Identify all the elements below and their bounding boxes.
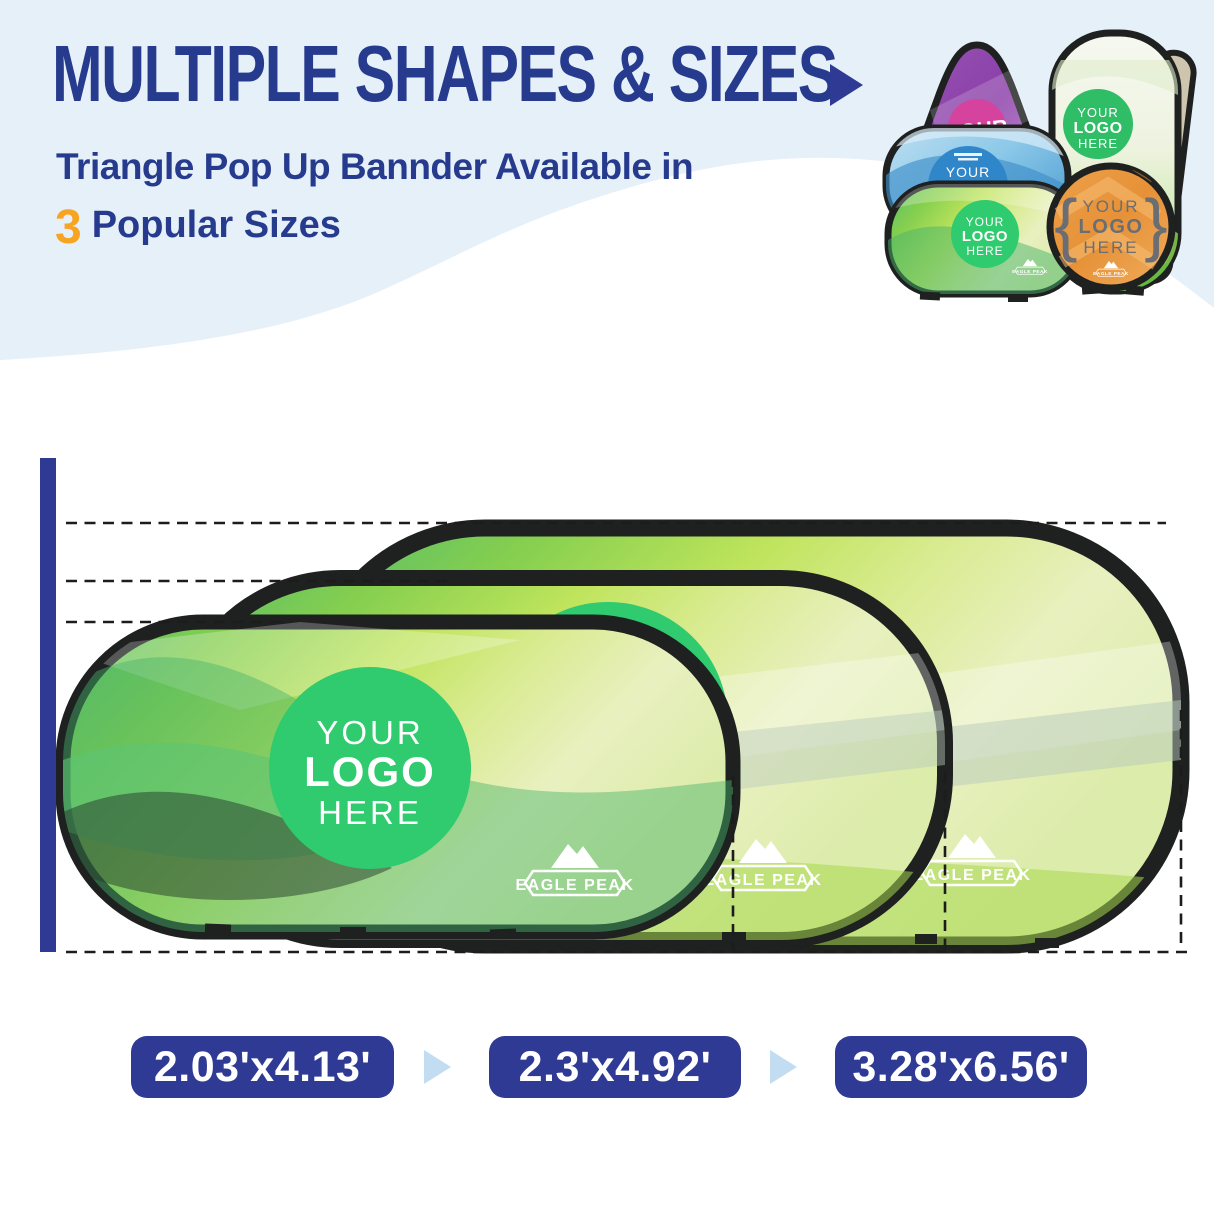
size-count: 3 xyxy=(55,201,82,254)
subtitle-line2: 3 Popular Sizes xyxy=(55,200,341,255)
product-collage: YOUR YOUR LOGO HERE xyxy=(882,29,1197,302)
blue-logo-line1: YOUR xyxy=(946,164,990,180)
header-arrow-icon xyxy=(830,64,863,106)
size-label-medium: 2.3'x4.92' xyxy=(489,1036,741,1098)
size-diagram: YOUR LOGO HERE xyxy=(55,519,1190,954)
green-small-line1: YOUR xyxy=(966,215,1005,229)
height-scale-bar xyxy=(40,458,56,952)
subtitle-line2-text: Popular Sizes xyxy=(91,204,341,246)
vertical-logo-circle xyxy=(1063,89,1133,159)
arrow-right-icon xyxy=(424,1050,451,1084)
arrow-right-icon xyxy=(770,1050,797,1084)
orange-brace-right: } xyxy=(1144,185,1167,263)
front-logo-line1: YOUR xyxy=(316,714,423,751)
green-small-line2: LOGO xyxy=(962,228,1008,245)
vertical-logo-line2: LOGO xyxy=(1073,120,1122,137)
background-wave xyxy=(0,0,1214,360)
vertical-logo-line1: YOUR xyxy=(1077,105,1119,120)
measurement-lines xyxy=(66,521,1190,954)
size-label-large: 3.28'x6.56' xyxy=(835,1036,1087,1098)
green-banner-small: YOUR LOGO HERE xyxy=(884,180,1084,302)
page-title: MULTIPLE SHAPES & SIZES xyxy=(52,29,838,118)
orange-logo-line3: HERE xyxy=(1083,238,1138,257)
orange-logo-line1: YOUR xyxy=(1082,197,1139,216)
subtitle-line1: Triangle Pop Up Bannder Available in xyxy=(56,146,694,187)
orange-logo-line2: LOGO xyxy=(1079,216,1144,238)
vertical-logo-line3: HERE xyxy=(1078,136,1118,151)
orange-brace-left: { xyxy=(1054,185,1077,263)
green-small-logo-circle xyxy=(951,200,1019,268)
banner-front: YOUR LOGO HERE xyxy=(55,614,741,940)
front-logo-line2: LOGO xyxy=(304,748,436,795)
front-logo-line3: HERE xyxy=(318,794,422,831)
green-small-line3: HERE xyxy=(966,244,1003,258)
size-label-small: 2.03'x4.13' xyxy=(131,1036,394,1098)
